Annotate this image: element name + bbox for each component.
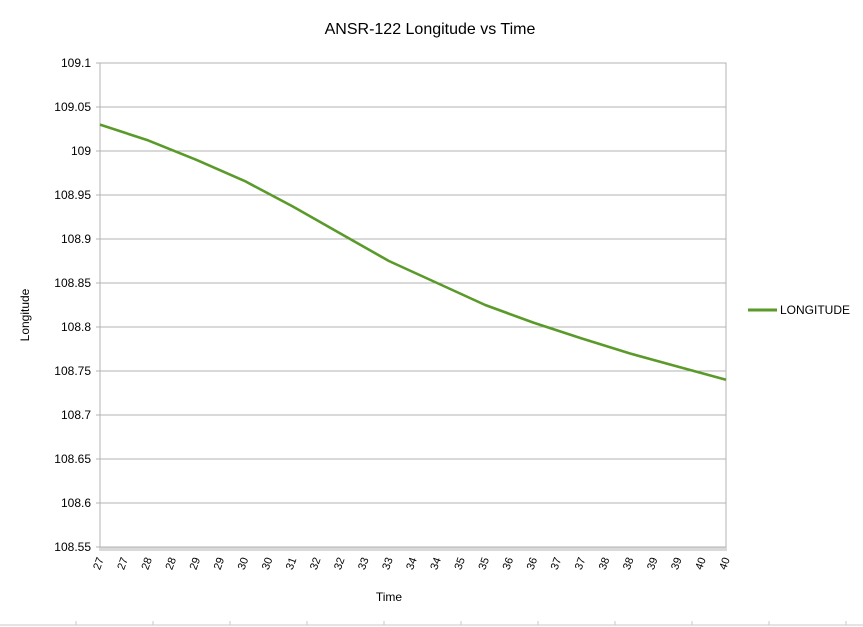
y-tick-label: 108.7: [61, 408, 91, 422]
x-tick-label: 40: [717, 556, 732, 572]
x-tick-label: 37: [573, 556, 588, 572]
x-tick-label: 39: [669, 556, 684, 572]
y-tick-label: 108.6: [61, 496, 91, 510]
x-tick-label: 27: [115, 556, 130, 572]
x-tick-label: 34: [404, 556, 419, 572]
gridlines: [100, 62, 726, 548]
x-tick-label: 39: [645, 556, 660, 572]
y-tick-label: 108.9: [61, 232, 91, 246]
x-tick-label: 38: [597, 556, 612, 572]
x-tick-label: 33: [380, 556, 395, 572]
legend: LONGITUDE: [748, 303, 850, 317]
plot-area: [99, 62, 727, 548]
y-axis-ticks: 109.1 109.05 109 108.95 108.9 108.85 108.8 108.…: [54, 56, 100, 554]
y-tick-label: 108.65: [54, 452, 91, 466]
y-tick-label: 108.85: [54, 276, 91, 290]
x-tick-label: 29: [188, 556, 203, 572]
x-tick-label: 27: [91, 556, 106, 572]
x-tick-label: 32: [332, 556, 347, 572]
x-tick-label: 33: [356, 556, 371, 572]
y-tick-label: 109.05: [54, 100, 91, 114]
x-tick-label: 30: [260, 556, 275, 572]
y-tick-label: 108.75: [54, 364, 91, 378]
x-tick-label: 31: [284, 556, 299, 572]
y-tick-label: 109: [71, 144, 91, 158]
x-tick-label: 36: [525, 556, 540, 572]
x-tick-label: 35: [453, 556, 468, 572]
series-group: [99, 123, 727, 382]
y-axis-title: Longitude: [18, 288, 32, 341]
legend-label: LONGITUDE: [780, 303, 850, 317]
x-tick-label: 32: [308, 556, 323, 572]
x-tick-label: 28: [164, 556, 179, 572]
x-tick-label: 35: [477, 556, 492, 572]
chart-title: ANSR-122 Longitude vs Time: [325, 21, 536, 38]
y-tick-label: 108.8: [61, 320, 91, 334]
x-tick-label: 29: [212, 556, 227, 572]
x-axis-ticks: 27 27 28 28 29 29 30 30 31 32 32 33 33 34 34 35 35 36 36 37…: [91, 547, 733, 572]
y-tick-label: 109.1: [61, 56, 91, 70]
page-bottom-rule: [0, 621, 863, 626]
series-line-longitude: [99, 123, 727, 382]
y-tick-label: 108.95: [54, 188, 91, 202]
x-axis-title: Time: [376, 590, 403, 604]
x-tick-label: 34: [428, 556, 443, 572]
x-tick-label: 38: [621, 556, 636, 572]
x-tick-label: 28: [140, 556, 155, 572]
x-tick-label: 37: [549, 556, 564, 572]
x-tick-label: 36: [501, 556, 516, 572]
x-tick-label: 30: [236, 556, 251, 572]
x-tick-label: 40: [693, 556, 708, 572]
y-tick-label: 108.55: [54, 540, 91, 554]
